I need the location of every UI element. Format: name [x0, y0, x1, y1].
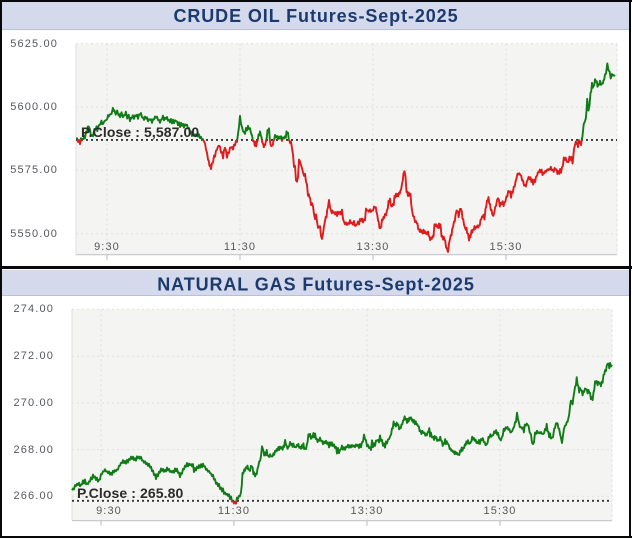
svg-text:NATURAL GAS Futures-Sept-2025: NATURAL GAS Futures-Sept-2025 — [157, 275, 474, 295]
svg-text:CRUDE OIL Futures-Sept-2025: CRUDE OIL Futures-Sept-2025 — [173, 6, 458, 26]
